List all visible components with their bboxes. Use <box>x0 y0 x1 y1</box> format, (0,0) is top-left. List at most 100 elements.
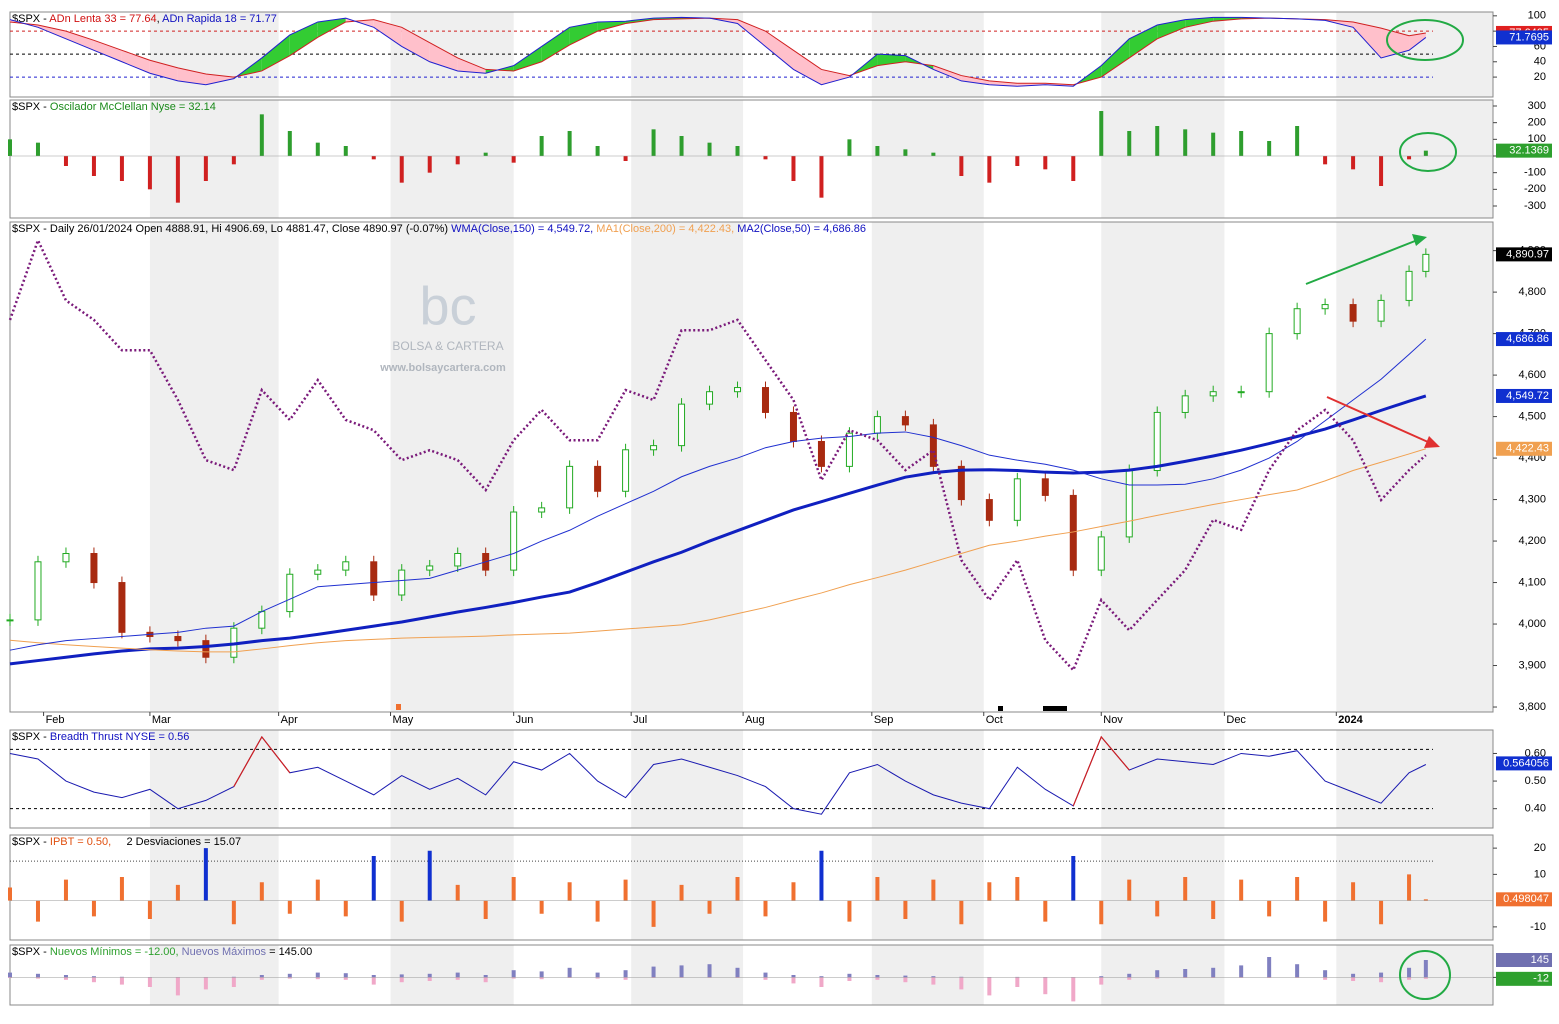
candle <box>1013 478 1021 521</box>
bar <box>203 156 208 181</box>
bar <box>1183 977 1188 978</box>
value-tag <box>1496 388 1552 403</box>
bar <box>35 142 40 156</box>
y-tick-label: -10 <box>1530 921 1546 933</box>
bar <box>259 975 264 978</box>
bar <box>959 156 964 176</box>
line <box>9 448 1426 653</box>
title-part: MA2(Close,50) = 4,686.86 <box>734 223 866 235</box>
bar <box>1127 131 1132 156</box>
candle <box>650 445 658 451</box>
bar <box>8 887 12 901</box>
bar <box>259 882 264 901</box>
bar <box>35 900 40 922</box>
bar <box>147 156 152 190</box>
bar <box>63 977 68 980</box>
bar <box>511 877 516 901</box>
candle <box>929 424 937 467</box>
candle <box>1069 494 1077 571</box>
watermark-logo: bc <box>419 276 476 336</box>
candle <box>817 440 825 467</box>
value-tag <box>1496 143 1552 158</box>
y-tick-label: -100 <box>1524 167 1546 179</box>
band-fill <box>1129 25 1158 58</box>
month-shade <box>390 730 514 828</box>
bar <box>1183 969 1188 978</box>
x-tick-label: Nov <box>1103 714 1123 726</box>
bar <box>931 152 936 156</box>
bar <box>483 975 488 978</box>
band-fill <box>877 54 906 66</box>
line <box>9 16 1427 87</box>
panel-title: $SPX - ADn Lenta 33 = 77.64, ADn Rapida … <box>12 13 277 25</box>
bar <box>259 977 264 980</box>
month-shade <box>1101 222 1225 712</box>
band-fill <box>289 21 318 56</box>
band-fill <box>961 75 990 85</box>
month-shade <box>1101 835 1225 940</box>
bar <box>539 900 544 914</box>
y-tick-label: 20 <box>1534 71 1546 83</box>
bar <box>1183 877 1188 901</box>
band-fill <box>1409 32 1426 51</box>
bar <box>763 156 768 160</box>
title-part: IPBT = 0.50, <box>50 836 111 848</box>
bar <box>1323 977 1328 980</box>
bar <box>567 131 572 156</box>
bar <box>231 977 236 987</box>
value-tag <box>1496 332 1552 347</box>
candle <box>678 403 686 447</box>
line <box>9 394 1427 666</box>
candle <box>622 449 630 492</box>
candle <box>957 465 965 501</box>
month-shade <box>1336 835 1493 940</box>
month-shade <box>390 835 514 940</box>
bar <box>1099 977 1104 985</box>
bar <box>875 975 880 978</box>
bar <box>651 966 656 978</box>
title-part: ADn Rapida 18 = 71.77 <box>162 13 277 25</box>
title-part: $SPX - <box>12 836 50 848</box>
bar <box>1043 900 1048 922</box>
bar <box>231 976 236 978</box>
watermark: bc BOLSA & CARTERA www.bolsaycartera.com <box>379 276 506 374</box>
bar <box>1379 972 1384 978</box>
bar <box>1239 131 1244 156</box>
bar <box>1323 970 1328 978</box>
y-tick-label: 3,900 <box>1518 659 1546 671</box>
thrust-spike <box>1072 735 1130 807</box>
bar <box>1267 977 1272 978</box>
bar <box>1351 977 1356 981</box>
bar <box>1351 156 1356 170</box>
bar <box>231 156 236 165</box>
bar <box>1295 877 1300 901</box>
bar <box>847 973 852 978</box>
value-tag-label: 4,549.72 <box>1506 390 1549 402</box>
candle <box>1321 304 1329 310</box>
candle <box>761 387 769 413</box>
bar <box>1239 879 1244 901</box>
bar <box>539 971 544 978</box>
bar <box>399 900 404 922</box>
bar <box>91 156 96 176</box>
candle <box>594 465 602 492</box>
panel-title: $SPX - Breadth Thrust NYSE = 0.56 <box>12 731 189 743</box>
bar <box>903 977 908 983</box>
bar <box>1423 150 1428 156</box>
panel-title: $SPX - IPBT = 0.50, 2 Desviaciones = 15.… <box>12 836 241 848</box>
band-fill <box>933 65 962 81</box>
candle <box>314 569 322 575</box>
month-shade <box>1336 100 1493 218</box>
bar <box>707 142 712 156</box>
bar <box>931 977 936 985</box>
bar <box>539 136 544 156</box>
bar <box>287 973 292 978</box>
title-part: $SPX - <box>12 13 49 25</box>
bar <box>735 877 740 901</box>
band-fill <box>261 34 290 71</box>
line <box>9 338 1427 651</box>
dotted-line <box>8 236 1427 673</box>
bar <box>651 900 656 927</box>
value-tag <box>1496 756 1552 771</box>
month-shade <box>1101 100 1225 218</box>
